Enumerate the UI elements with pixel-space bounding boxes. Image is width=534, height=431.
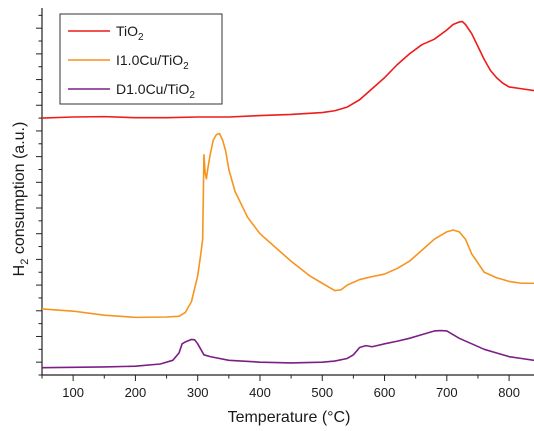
series-line-1: [41, 20, 534, 119]
x-tick-label: 300: [187, 385, 209, 400]
x-axis-label: Temperature (°C): [228, 409, 351, 426]
x-axis: 100 200 300 400 500 600 700 800: [41, 375, 520, 400]
series-line-3: [41, 329, 534, 369]
legend: TiO2 I1.0Cu/TiO2 D1.0Cu/TiO2: [59, 13, 223, 105]
plot-frame: [41, 8, 534, 376]
legend-item: D1.0Cu/TiO2: [68, 81, 195, 101]
x-tick-label: 800: [498, 385, 520, 400]
legend-item: TiO2: [68, 23, 144, 43]
y-axis-label-sub: 2: [19, 259, 31, 265]
x-tick-label: 600: [374, 385, 396, 400]
x-tick-label: 700: [436, 385, 458, 400]
legend-label: D1.0Cu/TiO2: [116, 81, 195, 101]
x-tick-label: 200: [125, 385, 147, 400]
x-tick-label: 500: [311, 385, 333, 400]
y-axis: [36, 14, 42, 376]
y-axis-label-main: H: [11, 265, 28, 277]
x-tick-label: 100: [62, 385, 84, 400]
y-axis-label: H2 consumption (a.u.): [11, 122, 31, 277]
series-line-2: [41, 132, 534, 319]
legend-item: I1.0Cu/TiO2: [68, 52, 189, 72]
legend-label: TiO2: [116, 23, 144, 43]
x-tick-label: 400: [249, 385, 271, 400]
legend-label: I1.0Cu/TiO2: [116, 52, 189, 72]
y-axis-label-rest: consumption (a.u.): [11, 122, 28, 259]
series-layer: [41, 20, 534, 369]
